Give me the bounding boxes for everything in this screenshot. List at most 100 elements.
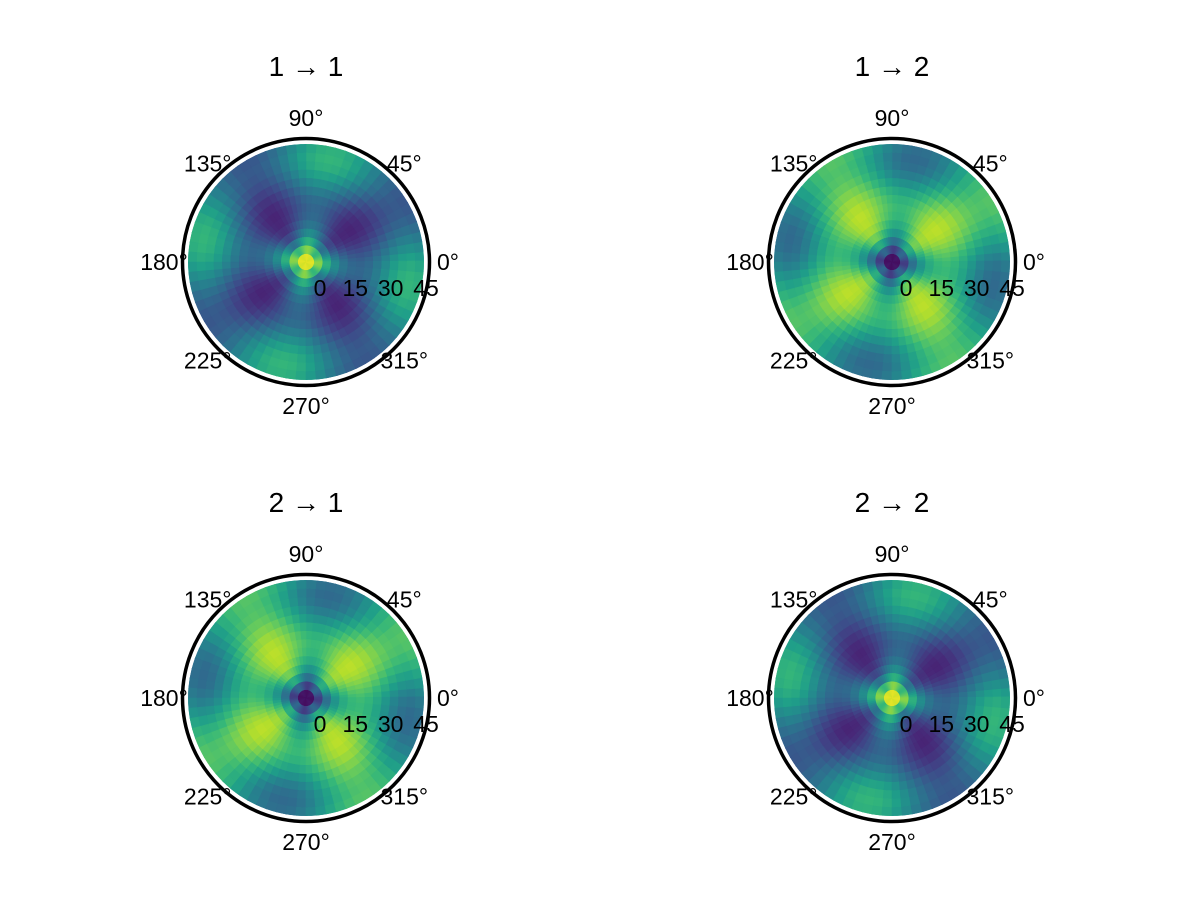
heatmap-cell xyxy=(933,697,943,703)
polar-plot-3: 2 → 1 0° 45° 90° 135° 180° 225° 270° 315° 0 15 30 45 xyxy=(140,487,459,855)
heatmap-cell xyxy=(304,177,314,187)
angle-tick-label: 135° xyxy=(184,151,232,177)
heatmap-cell xyxy=(221,254,231,264)
angle-tick-label: 225° xyxy=(770,347,818,373)
heatmap-cell xyxy=(942,261,952,268)
heatmap-cell xyxy=(908,261,918,265)
heatmap-cell xyxy=(304,613,314,623)
angle-tick-label: 180° xyxy=(140,249,188,275)
angle-tick-label: 135° xyxy=(770,151,818,177)
heatmap-cell xyxy=(322,261,332,265)
heatmap-cell xyxy=(299,328,308,339)
heatmap-cell xyxy=(975,696,986,707)
heatmap-cell xyxy=(958,696,969,705)
heatmap-cell xyxy=(782,688,792,700)
heatmap-cells xyxy=(188,580,424,816)
heatmap-cell xyxy=(958,260,969,269)
heatmap-cell xyxy=(807,254,817,264)
heatmap-cell xyxy=(347,697,357,703)
heatmap-cell xyxy=(925,697,935,703)
heatmap-cell xyxy=(883,781,894,792)
angle-tick-label: 90° xyxy=(875,541,910,567)
heatmap-cell xyxy=(295,370,308,380)
heatmap-cell xyxy=(967,696,977,706)
polar-spine xyxy=(766,136,1018,388)
heatmap-cell xyxy=(883,345,894,356)
heatmap-cell xyxy=(364,696,374,705)
angle-tick-label: 90° xyxy=(289,105,324,131)
heatmap-cell xyxy=(1000,260,1010,273)
heatmap-cell xyxy=(339,261,349,267)
heatmap-cell xyxy=(774,687,784,700)
heatmap-cell xyxy=(890,160,902,170)
heatmap-cell xyxy=(364,260,374,269)
heatmap-cell xyxy=(304,144,317,154)
heatmap-cell xyxy=(950,696,960,705)
heatmap-cell xyxy=(882,790,894,800)
heatmap-cell xyxy=(890,604,901,615)
heatmap-cell xyxy=(890,621,899,632)
polar-spine-gap xyxy=(770,576,1014,820)
heatmap-cell xyxy=(296,790,308,800)
polar-spine xyxy=(180,136,432,388)
heatmap-cell xyxy=(381,696,391,706)
heatmap-cell xyxy=(885,764,894,775)
angle-tick-label: 45° xyxy=(973,587,1008,613)
heatmap-cell xyxy=(304,621,313,632)
heatmap-cell xyxy=(204,688,214,700)
heatmap-cell xyxy=(304,604,315,615)
heatmap-cell xyxy=(347,261,357,267)
radial-tick-label: 45 xyxy=(999,275,1025,301)
heatmap-cell xyxy=(1000,696,1010,709)
radial-tick-label: 45 xyxy=(999,711,1025,737)
heatmap-cell xyxy=(299,764,308,775)
radial-tick-label: 15 xyxy=(929,275,955,301)
heatmap-cell xyxy=(790,252,800,264)
polar-spine xyxy=(766,572,1018,824)
angle-tick-label: 225° xyxy=(770,783,818,809)
subplot-title: 2 → 2 xyxy=(855,487,930,518)
heatmap-cell xyxy=(890,588,902,598)
heatmap-cell xyxy=(984,696,994,708)
heatmap-cell xyxy=(322,697,332,701)
heatmap-cell xyxy=(414,696,424,709)
heatmap-cell xyxy=(890,580,903,590)
heatmap-cell xyxy=(296,798,308,808)
heatmap-cell xyxy=(229,255,240,264)
heatmap-cell xyxy=(815,255,826,264)
heatmap-cell xyxy=(297,781,308,792)
heatmap-cell xyxy=(389,696,400,707)
heatmap-cell xyxy=(188,251,198,264)
heatmap-cell xyxy=(992,696,1002,708)
heatmap-cell xyxy=(916,697,927,702)
heatmap-cell xyxy=(356,697,366,704)
polar-spine-gap xyxy=(184,576,428,820)
heatmap-cell xyxy=(298,337,308,347)
heatmap-cell xyxy=(356,261,366,268)
angle-tick-label: 315° xyxy=(967,347,1015,373)
radial-tick-label: 45 xyxy=(413,711,439,737)
heatmap-cell xyxy=(882,798,894,808)
angle-tick-label: 270° xyxy=(868,829,916,855)
heatmap-cell xyxy=(381,260,391,270)
heatmap-cell xyxy=(884,337,894,347)
heatmap-cell xyxy=(992,260,1002,272)
heatmap-cell xyxy=(297,345,308,356)
heatmap-cell xyxy=(975,260,986,271)
heatmap-cell xyxy=(890,168,901,179)
angle-tick-label: 0° xyxy=(437,249,459,275)
polar-spine-gap xyxy=(184,140,428,384)
angle-tick-label: 45° xyxy=(387,587,422,613)
angle-tick-label: 0° xyxy=(1023,685,1045,711)
heatmap-cell xyxy=(882,362,894,372)
heatmap-cell xyxy=(406,696,416,708)
polar-spine-gap xyxy=(770,140,1014,384)
heatmap-cell xyxy=(372,260,383,269)
angle-tick-label: 315° xyxy=(381,783,429,809)
angle-tick-label: 225° xyxy=(184,783,232,809)
angle-tick-label: 270° xyxy=(282,393,330,419)
heatmap-cells xyxy=(188,144,424,380)
angle-tick-label: 90° xyxy=(289,541,324,567)
heatmap-cell xyxy=(908,697,918,701)
heatmap-cell xyxy=(890,185,899,196)
